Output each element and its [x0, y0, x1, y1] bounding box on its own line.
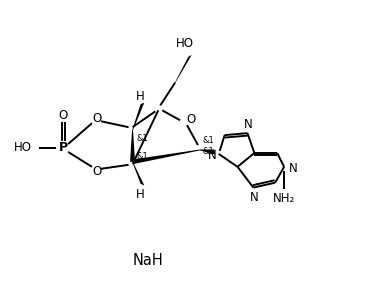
- Text: O: O: [59, 109, 68, 122]
- Text: &1: &1: [136, 152, 148, 161]
- Text: O: O: [92, 165, 101, 178]
- Text: N: N: [250, 191, 259, 204]
- Text: &1: &1: [136, 134, 148, 143]
- Polygon shape: [130, 130, 135, 162]
- Polygon shape: [175, 55, 192, 83]
- Text: O: O: [186, 113, 196, 126]
- Text: NH₂: NH₂: [273, 192, 295, 205]
- Text: HO: HO: [14, 142, 32, 154]
- Text: P: P: [59, 142, 68, 154]
- Text: H: H: [136, 188, 145, 201]
- Text: NaH: NaH: [133, 253, 164, 268]
- Polygon shape: [200, 149, 215, 154]
- Text: N: N: [289, 162, 298, 175]
- Text: N: N: [207, 149, 216, 162]
- Text: O: O: [92, 112, 101, 125]
- Text: &1: &1: [203, 136, 215, 144]
- Text: &1: &1: [203, 147, 215, 156]
- Polygon shape: [132, 103, 144, 130]
- Text: HO: HO: [176, 38, 194, 50]
- Polygon shape: [132, 162, 144, 185]
- Text: H: H: [136, 90, 145, 103]
- Polygon shape: [132, 149, 200, 164]
- Text: N: N: [244, 118, 253, 131]
